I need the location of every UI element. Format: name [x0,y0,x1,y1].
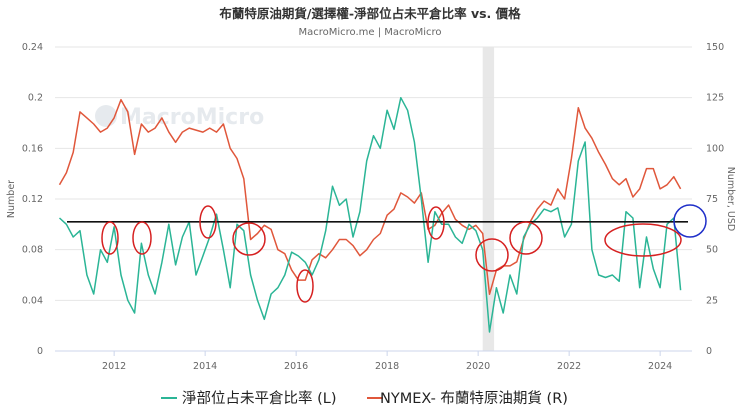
y-left-tick-label: 0.2 [28,93,43,104]
y-left-tick-label: 0.16 [22,143,43,154]
y-right-tick-label: 0 [706,346,712,357]
y-right-tick-label: 100 [706,143,724,154]
legend-item-label[interactable]: 淨部位占未平倉比率 (L) [182,390,337,407]
x-tick-label: 2022 [557,361,581,372]
y-left-tick-label: 0.08 [22,245,43,256]
y-right-tick-label: 125 [706,93,724,104]
annotation-ellipse [509,221,543,255]
series-line [58,98,682,296]
x-tick-label: 2024 [648,361,672,372]
x-tick-label: 2020 [466,361,490,372]
y-left-tick-label: 0.24 [22,42,43,53]
chart-subtitle: MacroMicro.me | MacroMicro [299,27,442,38]
y-left-axis-label: Number [6,180,17,218]
legend-item-label[interactable]: NYMEX- 布蘭特原油期貨 (R) [380,390,568,407]
x-tick-label: 2012 [102,361,126,372]
annotation-ellipse [132,221,152,255]
y-right-tick-label: 50 [706,245,718,256]
y-right-axis-label: Number, USD [725,167,736,232]
x-tick-label: 2014 [193,361,217,372]
y-right-tick-label: 75 [706,194,718,205]
annotation-ellipse [101,221,119,255]
annotation-ellipse [296,269,314,303]
annotation-ellipse [232,222,266,256]
series-line [58,96,682,333]
annotation-ellipse [475,238,509,272]
y-left-tick-label: 0.12 [22,194,43,205]
y-right-tick-label: 150 [706,42,724,53]
x-tick-label: 2018 [375,361,399,372]
y-right-tick-label: 25 [706,295,718,306]
x-tick-label: 2016 [284,361,308,372]
watermark-logo-icon [95,105,117,127]
y-left-tick-label: 0.04 [22,295,43,306]
annotation-ellipse [199,205,217,239]
chart-title: 布蘭特原油期貨/選擇權-淨部位占未平倉比率 vs. 價格 [219,6,521,21]
annotation-ellipse [427,206,445,240]
y-left-tick-label: 0 [37,346,43,357]
annotation-ellipse [673,204,707,238]
watermark-logo-text: MacroMicro [120,105,264,130]
annotation-ellipse [604,223,682,257]
